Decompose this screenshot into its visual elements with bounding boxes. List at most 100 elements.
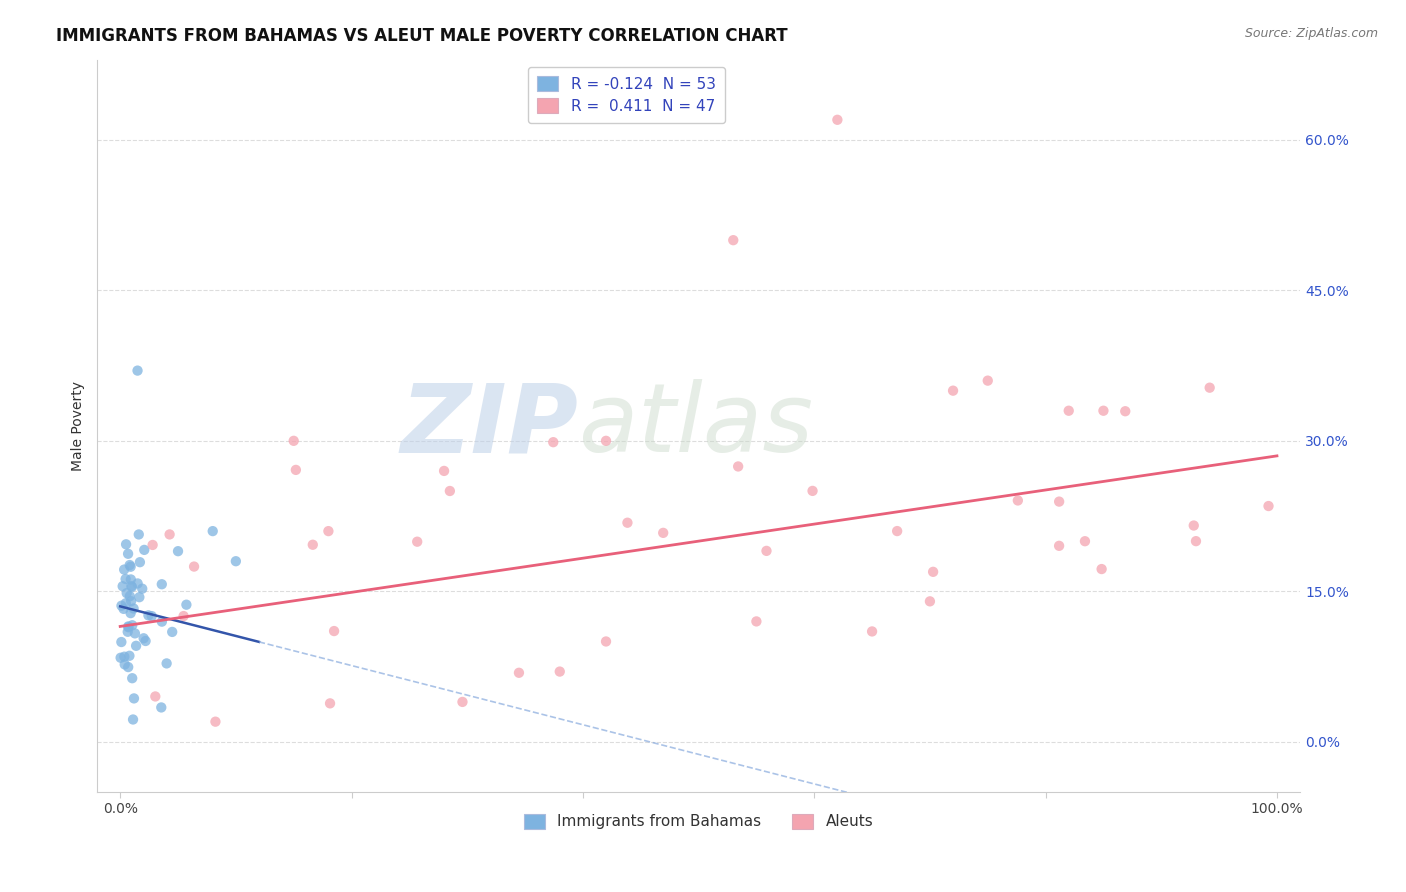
Point — [755, 544, 778, 558]
Point — [723, 233, 745, 247]
Point — [143, 690, 166, 704]
Point — [114, 596, 136, 610]
Point — [201, 524, 224, 538]
Point — [110, 599, 132, 613]
Point — [134, 542, 156, 557]
Point — [1185, 534, 1208, 549]
Point — [118, 648, 141, 663]
Point — [135, 634, 157, 648]
Point — [1114, 404, 1136, 418]
Point — [118, 589, 141, 603]
Point — [141, 609, 163, 624]
Point — [122, 691, 145, 706]
Point — [122, 713, 145, 727]
Point — [111, 579, 134, 593]
Point — [616, 516, 638, 530]
Point — [886, 524, 908, 538]
Text: Source: ZipAtlas.com: Source: ZipAtlas.com — [1244, 27, 1378, 40]
Point — [801, 483, 824, 498]
Point — [1092, 403, 1115, 417]
Point — [827, 112, 849, 127]
Point — [120, 579, 142, 593]
Point — [323, 624, 346, 638]
Point — [117, 547, 139, 561]
Point — [117, 619, 139, 633]
Point — [204, 714, 226, 729]
Point — [138, 608, 160, 623]
Point — [132, 632, 155, 646]
Point — [922, 565, 945, 579]
Point — [284, 463, 307, 477]
Point — [225, 554, 247, 568]
Point — [150, 700, 173, 714]
Point — [167, 544, 190, 558]
Point — [114, 572, 136, 586]
Point — [122, 601, 145, 615]
Point — [117, 660, 139, 674]
Point — [112, 649, 135, 664]
Point — [127, 363, 149, 377]
Point — [120, 559, 142, 574]
Point — [142, 538, 165, 552]
Point — [120, 573, 142, 587]
Text: IMMIGRANTS FROM BAHAMAS VS ALEUT MALE POVERTY CORRELATION CHART: IMMIGRANTS FROM BAHAMAS VS ALEUT MALE PO… — [56, 27, 787, 45]
Point — [745, 615, 768, 629]
Point — [176, 598, 198, 612]
Point — [433, 464, 456, 478]
Text: atlas: atlas — [578, 379, 813, 472]
Point — [541, 435, 564, 450]
Point — [159, 527, 181, 541]
Point — [451, 695, 474, 709]
Point — [439, 483, 461, 498]
Text: ZIP: ZIP — [401, 379, 578, 472]
Point — [283, 434, 305, 448]
Point — [160, 624, 183, 639]
Point — [1198, 381, 1220, 395]
Point — [1047, 494, 1070, 508]
Point — [1091, 562, 1114, 576]
Point — [595, 434, 617, 448]
Point — [1007, 493, 1029, 508]
Point — [128, 590, 150, 604]
Point — [318, 524, 340, 538]
Point — [110, 635, 132, 649]
Point — [117, 624, 139, 639]
Point — [508, 665, 530, 680]
Point — [1047, 539, 1070, 553]
Point — [112, 563, 135, 577]
Point — [173, 609, 195, 624]
Point — [121, 580, 143, 594]
Point — [595, 634, 617, 648]
Point — [548, 665, 571, 679]
Point — [131, 582, 153, 596]
Point — [129, 555, 152, 569]
Legend: Immigrants from Bahamas, Aleuts: Immigrants from Bahamas, Aleuts — [517, 808, 880, 836]
Point — [150, 577, 173, 591]
Point — [114, 657, 136, 672]
Point — [125, 639, 148, 653]
Point — [117, 620, 139, 634]
Point — [183, 559, 205, 574]
Point — [124, 626, 146, 640]
Point — [977, 374, 1000, 388]
Point — [115, 586, 138, 600]
Point — [652, 525, 675, 540]
Point — [406, 534, 429, 549]
Point — [319, 697, 342, 711]
Point — [1057, 403, 1080, 417]
Point — [1074, 534, 1097, 549]
Point — [110, 650, 132, 665]
Point — [118, 558, 141, 572]
Y-axis label: Male Poverty: Male Poverty — [72, 381, 86, 471]
Point — [727, 459, 749, 474]
Point — [121, 618, 143, 632]
Point — [301, 538, 323, 552]
Point — [120, 594, 142, 608]
Point — [942, 384, 965, 398]
Point — [112, 602, 135, 616]
Point — [156, 657, 179, 671]
Point — [1257, 499, 1279, 513]
Point — [860, 624, 883, 639]
Point — [1182, 518, 1205, 533]
Point — [918, 594, 941, 608]
